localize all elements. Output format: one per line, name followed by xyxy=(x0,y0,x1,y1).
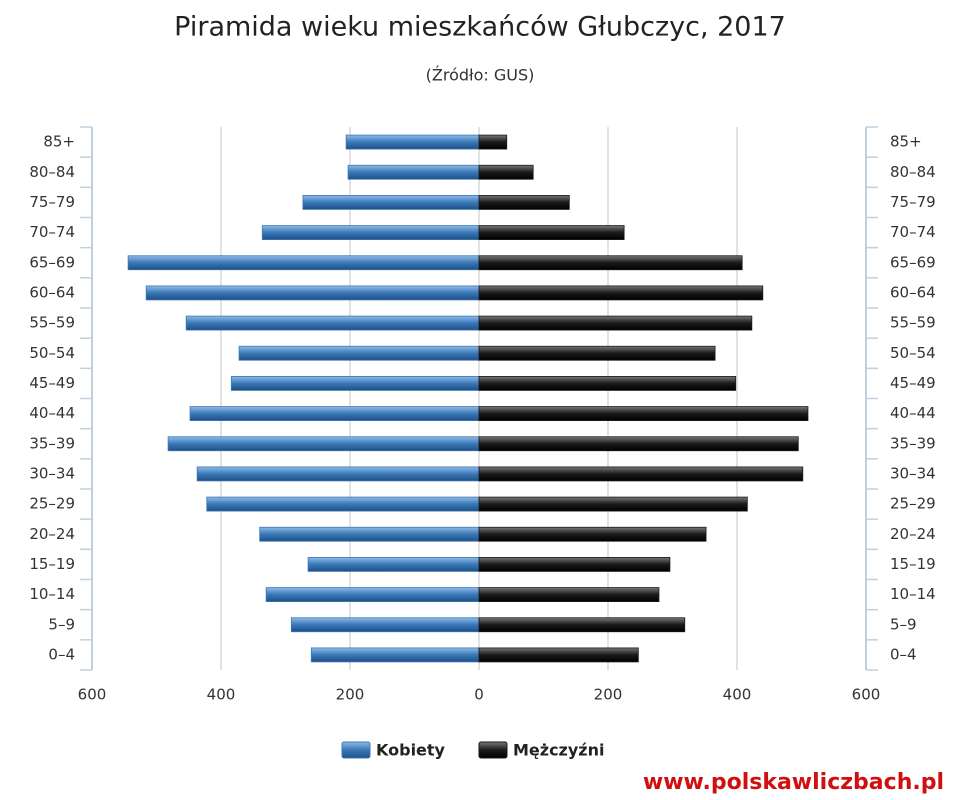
y-tick-label: 65–69 xyxy=(890,253,936,271)
bar xyxy=(302,195,480,210)
y-tick-label: 70–74 xyxy=(890,223,936,241)
x-tick-label: 400 xyxy=(723,686,752,704)
legend-label: Kobiety xyxy=(376,741,446,760)
y-tick-label: 65–69 xyxy=(29,253,75,271)
legend-swatch xyxy=(341,741,371,759)
bar xyxy=(478,255,743,271)
x-tick-label: 0 xyxy=(474,686,484,704)
x-tick-label: 600 xyxy=(852,686,881,704)
bar xyxy=(478,526,707,542)
y-tick-label: 20–24 xyxy=(890,525,936,543)
bar xyxy=(478,557,671,572)
bar xyxy=(345,134,480,150)
bar xyxy=(259,526,480,542)
y-tick-label: 25–29 xyxy=(890,495,936,513)
y-tick-label: 60–64 xyxy=(890,283,936,301)
y-tick-label: 80–84 xyxy=(890,163,936,181)
y-tick-label: 25–29 xyxy=(29,495,75,513)
y-tick-label: 5–9 xyxy=(48,615,75,633)
bar xyxy=(347,164,480,180)
bar xyxy=(478,134,508,150)
y-tick-label: 45–49 xyxy=(890,374,936,392)
y-tick-label: 10–14 xyxy=(29,585,75,603)
y-tick-label: 50–54 xyxy=(890,344,936,362)
y-tick-label: 5–9 xyxy=(890,615,917,633)
chart-title: Piramida wieku mieszkańców Głubczyc, 201… xyxy=(174,12,786,43)
bar xyxy=(230,376,480,391)
y-tick-label: 15–19 xyxy=(890,555,936,573)
x-tick-label: 600 xyxy=(78,686,107,704)
y-tick-label: 15–19 xyxy=(29,555,75,573)
bar xyxy=(478,587,660,602)
legend-label: Mężczyźni xyxy=(513,741,605,760)
y-tick-label: 60–64 xyxy=(29,283,75,301)
bar xyxy=(310,647,480,663)
bar xyxy=(478,496,748,512)
y-tick-label: 85+ xyxy=(43,133,75,151)
y-tick-label: 30–34 xyxy=(890,464,936,482)
y-tick-label: 20–24 xyxy=(29,525,75,543)
y-tick-label: 55–59 xyxy=(29,314,75,332)
bar xyxy=(478,285,764,301)
source-link: www.polskawliczbach.pl xyxy=(643,770,944,795)
x-tick-label: 200 xyxy=(336,686,365,704)
chart-subtitle: (Źródło: GUS) xyxy=(426,66,535,85)
y-tick-label: 55–59 xyxy=(890,314,936,332)
bar xyxy=(127,255,480,271)
y-tick-label: 70–74 xyxy=(29,223,75,241)
bar xyxy=(145,285,480,301)
y-tick-label: 50–54 xyxy=(29,344,75,362)
bar xyxy=(307,557,480,572)
y-tick-label: 30–34 xyxy=(29,464,75,482)
bar xyxy=(238,345,480,361)
y-tick-label: 0–4 xyxy=(890,645,917,663)
bar xyxy=(189,406,480,421)
bar xyxy=(206,496,480,512)
x-tick-label: 200 xyxy=(594,686,623,704)
y-tick-label: 75–79 xyxy=(890,193,936,211)
y-tick-label: 85+ xyxy=(890,133,922,151)
bar xyxy=(265,587,480,602)
bar xyxy=(478,436,799,452)
bar xyxy=(196,466,480,482)
bar xyxy=(478,376,737,391)
bar xyxy=(478,225,625,240)
bar xyxy=(261,225,480,240)
y-tick-label: 45–49 xyxy=(29,374,75,392)
bar xyxy=(167,436,480,452)
bar xyxy=(478,345,716,361)
y-tick-label: 0–4 xyxy=(48,645,75,663)
bar xyxy=(478,406,809,421)
x-tick-label: 400 xyxy=(207,686,236,704)
bar xyxy=(290,617,480,633)
y-tick-label: 35–39 xyxy=(890,434,936,452)
bar xyxy=(478,195,570,210)
bar xyxy=(478,164,534,180)
bar xyxy=(478,315,753,331)
y-tick-label: 80–84 xyxy=(29,163,75,181)
legend-swatch xyxy=(478,741,508,759)
bar xyxy=(185,315,480,331)
y-tick-label: 40–44 xyxy=(29,404,75,422)
y-tick-label: 35–39 xyxy=(29,434,75,452)
bar xyxy=(478,647,639,663)
y-tick-label: 10–14 xyxy=(890,585,936,603)
y-tick-label: 40–44 xyxy=(890,404,936,422)
y-tick-label: 75–79 xyxy=(29,193,75,211)
bar xyxy=(478,617,686,633)
bar xyxy=(478,466,804,482)
